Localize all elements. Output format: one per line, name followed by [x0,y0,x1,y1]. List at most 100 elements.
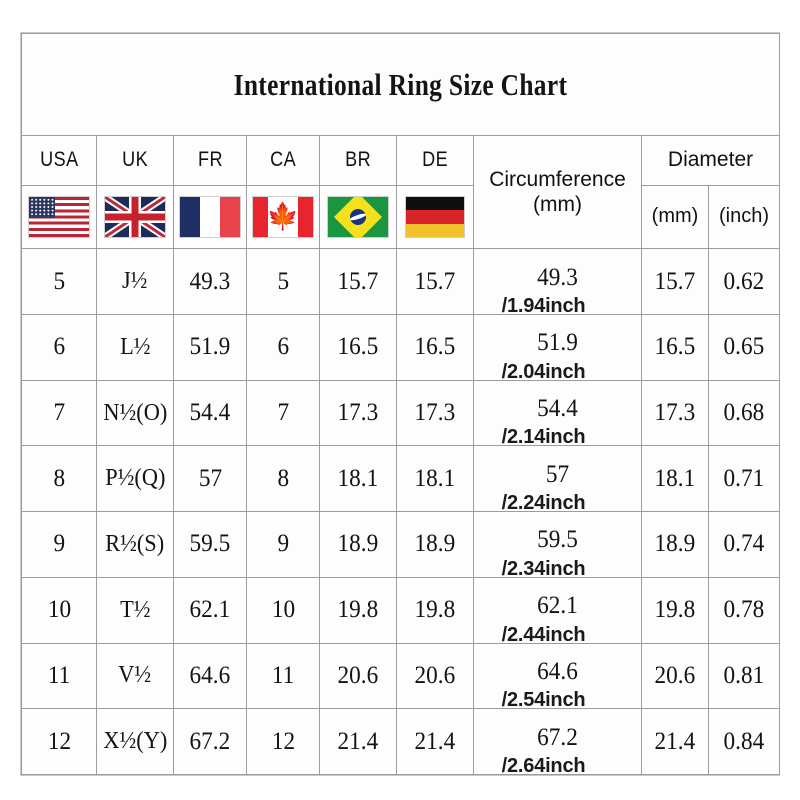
column-header-circumference: Circumference (mm) [473,135,642,250]
value-circumference-mm: 64.6 [537,657,578,685]
value-fr: 59.5 [189,530,231,558]
cell-ca: 7 [246,379,320,447]
value-de: 20.6 [414,661,456,689]
cell-diameter-inch: 0.71 [707,445,781,513]
value-diameter-mm: 16.5 [654,333,696,361]
value-circumference-inch: /2.54inch [501,689,586,712]
cell-diameter-mm: 18.1 [641,445,709,513]
cell-uk: R½(S) [96,511,174,578]
value-usa: 9 [53,530,65,558]
value-circumference-mm: 57 [545,460,570,488]
cell-br: 21.4 [319,708,397,775]
france-flag-blue-band [180,196,200,237]
table-row: 12 X½(Y) 67.2 12 21.4 21.4 67.2 /2.64inc… [21,708,781,777]
canada-flag-left-band [253,196,268,237]
value-fr: 51.9 [189,333,231,361]
uk-flag-cross-horizontal-red [105,213,165,221]
value-circumference-inch: /2.04inch [501,360,586,383]
cell-diameter-inch: 0.84 [707,708,781,775]
value-fr: 67.2 [189,727,231,755]
cell-uk: V½ [96,642,174,710]
value-uk: X½(Y) [103,728,167,755]
value-fr: 49.3 [189,267,231,295]
cell-ca: 10 [246,576,320,644]
value-usa: 5 [53,267,65,295]
cell-br: 18.9 [319,511,397,578]
cell-br: 15.7 [319,248,397,316]
cell-diameter-mm: 18.9 [641,511,709,578]
value-de: 19.8 [414,596,456,624]
cell-usa: 6 [21,314,97,381]
table-row: 7 N½(O) 54.4 7 17.3 17.3 54.4 /2.14inch … [21,379,781,449]
cell-uk: X½(Y) [96,708,174,775]
value-circumference-mm: 62.1 [537,592,578,620]
canada-flag-icon: 🍁 [253,196,313,237]
header-flags-row: 🍁 [21,184,781,250]
value-usa: 7 [53,399,65,427]
table-row: 6 L½ 51.9 6 16.5 16.5 51.9 /2.04inch 16.… [21,314,781,383]
cell-ca: 8 [246,445,320,513]
value-circumference-inch: /1.94inch [501,295,586,318]
cell-ca: 11 [246,642,320,710]
ring-size-table: International Ring Size Chart USA UK FR … [20,32,781,777]
canada-flag-right-band [298,196,313,237]
flag-cell-uk [96,184,174,250]
cell-diameter-inch: 0.74 [707,511,781,578]
germany-flag-gold-band [406,223,464,237]
value-diameter-mm: 19.8 [654,596,696,624]
column-header-diameter-mm-label: (mm) [651,205,699,228]
cell-usa: 10 [21,576,97,644]
cell-ca: 5 [246,248,320,316]
cell-usa: 9 [21,511,97,578]
value-uk: R½(S) [105,530,165,557]
flag-cell-usa [21,184,97,250]
cell-diameter-inch: 0.68 [707,379,781,447]
value-diameter-inch: 0.62 [723,267,765,295]
value-usa: 6 [53,333,65,361]
cell-br: 18.1 [319,445,397,513]
cell-diameter-mm: 20.6 [641,642,709,710]
cell-circumference: 49.3 /1.94inch [473,248,642,318]
value-ca: 7 [277,399,289,427]
value-circumference-inch: /2.14inch [501,426,586,449]
maple-leaf-icon: 🍁 [266,201,300,231]
column-header-br-label: BR [345,148,371,172]
cell-ca: 12 [246,708,320,775]
flag-cell-fr [173,184,247,250]
cell-uk: T½ [96,576,174,644]
cell-circumference: 62.1 /2.44inch [473,576,642,646]
value-br: 20.6 [337,661,379,689]
cell-diameter-mm: 21.4 [641,708,709,775]
flag-cell-ca: 🍁 [246,184,320,250]
cell-de: 19.8 [396,576,474,644]
value-diameter-mm: 17.3 [654,399,696,427]
column-header-uk: UK [96,135,174,186]
column-header-de: DE [396,135,474,186]
cell-circumference: 64.6 /2.54inch [473,642,642,712]
cell-fr: 49.3 [173,248,247,316]
value-ca: 10 [271,596,295,624]
value-diameter-inch: 0.71 [723,464,765,492]
table-row: 11 V½ 64.6 11 20.6 20.6 64.6 /2.54inch 2… [21,642,781,712]
value-circumference-mm: 51.9 [537,329,578,357]
cell-uk: L½ [96,314,174,381]
value-usa: 8 [53,464,65,492]
cell-fr: 67.2 [173,708,247,775]
value-ca: 12 [271,727,295,755]
cell-diameter-inch: 0.65 [707,314,781,381]
value-br: 15.7 [337,267,379,295]
value-fr: 64.6 [189,661,231,689]
value-uk: J½ [122,268,148,295]
cell-ca: 6 [246,314,320,381]
cell-diameter-inch: 0.62 [707,248,781,316]
value-ca: 9 [277,530,289,558]
value-diameter-inch: 0.81 [723,661,765,689]
value-fr: 62.1 [189,596,231,624]
column-header-circumference-line2: (mm) [533,193,582,217]
value-diameter-mm: 21.4 [654,727,696,755]
brazil-flag-icon [328,196,388,237]
value-de: 18.9 [414,530,456,558]
cell-fr: 62.1 [173,576,247,644]
column-header-br: BR [319,135,397,186]
cell-fr: 59.5 [173,511,247,578]
